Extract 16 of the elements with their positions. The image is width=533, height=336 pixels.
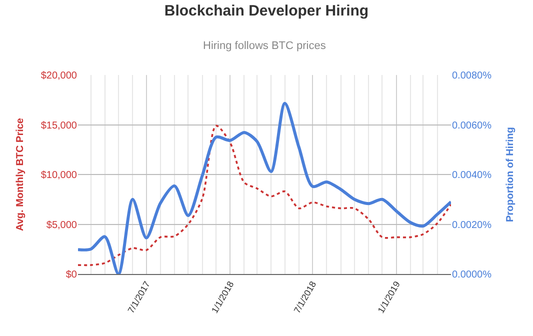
y2-tick-label: 0.0020% [452, 220, 492, 231]
line-series [78, 124, 451, 266]
y2-tick-label: 0.0060% [452, 120, 492, 132]
y-tick-label: $15,000 [40, 120, 78, 132]
y-tick-label: $20,000 [40, 70, 78, 82]
y-tick-label: $0 [66, 270, 78, 280]
chart-subtitle: Hiring follows BTC prices [203, 40, 326, 52]
y-axis-title: Avg. Monthly BTC Price [14, 118, 26, 231]
chart-title: Blockchain Developer Hiring [164, 2, 369, 20]
y-tick-label: $5,000 [46, 220, 78, 231]
y2-tick-label: 0.0040% [452, 170, 492, 181]
y-tick-label: $10,000 [40, 170, 78, 181]
y2-tick-label: 0.0080% [452, 70, 492, 82]
y2-tick-label: 0.0000% [452, 270, 492, 280]
line-series [78, 102, 451, 274]
y2-axis-title: Proportion of Hiring [505, 127, 516, 222]
